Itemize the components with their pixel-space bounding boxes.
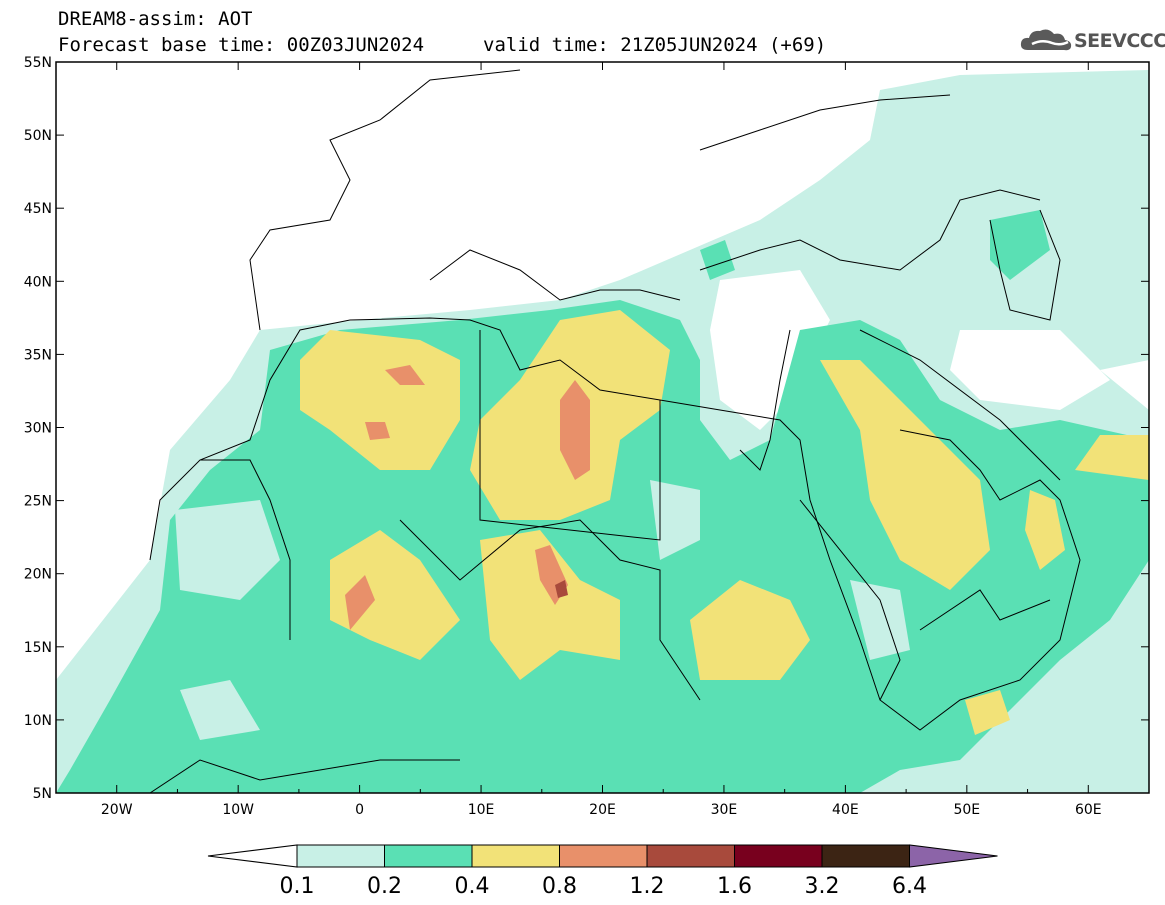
colorbar: 0.1 0.2 0.4 0.8 1.2 1.6 3.2 6.4 [207,844,998,899]
lat-tick-label: 15N [24,640,52,656]
colorbar-segment [471,844,560,868]
colorbar-label: 1.6 [717,874,752,899]
valid-time: valid time: 21Z05JUN2024 (+69) [483,34,827,56]
colorbar-label: 0.4 [455,874,490,899]
colorbar-segment [734,844,823,868]
lon-tick-label: 40E [832,802,859,818]
lon-tick-label: 30E [711,802,738,818]
lat-tick-label: 30N [24,421,52,437]
aot-low-egypt [650,480,700,560]
lat-tick-label: 20N [24,567,52,583]
colorbar-label: 6.4 [892,874,927,899]
lon-tick-label: 10E [468,802,495,818]
aot-band-0.1-ne [960,190,1149,330]
aot-low-sahel [180,680,260,740]
aot-band-0.4-chad [480,530,620,680]
seevccc-logo: SEEVCCC [1018,24,1165,56]
lat-tick-label: 35N [24,347,52,363]
aot-low-gulf [850,580,910,660]
aot-band-0.4-somalia [965,690,1010,735]
lon-axis: 20W 10W 0 10E 20E 30E 40E 50E 60E [55,62,1150,818]
aot-field [56,70,1149,793]
aot-band-0.1-north [900,110,1100,200]
aot-band-0.4-sudan [690,580,810,680]
logo-text: SEEVCCC [1074,30,1165,52]
lon-tick-label: 0 [355,802,364,818]
aot-band-0.2-aegean [700,240,735,280]
lon-tick-label: 20W [101,802,133,818]
colorbar-label: 0.8 [542,874,577,899]
colorbar-max-arrow [909,844,998,868]
lat-axis: 55N 50N 45N 40N 35N 30N 25N 20N 15N 10N 5N [24,55,1149,802]
lon-tick-label: 50E [953,802,980,818]
lat-tick-label: 5N [33,786,52,802]
aot-band-0.4-arabia [820,360,990,590]
lat-tick-label: 40N [24,274,52,290]
lon-tick-label: 60E [1075,802,1102,818]
aot-band-0.4-oman [1025,490,1065,570]
cloud-icon [1020,29,1072,51]
lat-tick-label: 50N [24,128,52,144]
lat-tick-label: 45N [24,201,52,217]
coastlines [56,69,1081,793]
aot-band-0.4-iran [1075,435,1149,480]
aot-band-0.4-algeria [300,330,460,470]
lon-tick-label: 10W [222,802,254,818]
colorbar-min-arrow [207,844,298,868]
aot-band-0.4-niger [330,530,460,660]
lat-tick-label: 10N [24,713,52,729]
colorbar-segment [384,844,473,868]
aot-clear-levant [710,270,830,430]
colorbar-segment [559,844,648,868]
aot-band-0.8-2 [365,422,390,440]
aot-band-1.2 [555,580,568,598]
colorbar-label: 0.1 [280,874,315,899]
lat-tick-label: 55N [24,55,52,71]
colorbar-label: 0.2 [367,874,402,899]
colorbar-segment [296,844,385,868]
aot-band-0.2-caspian [990,210,1050,280]
map-title: DREAM8-assim: AOT [58,8,253,30]
colorbar-label: 1.2 [630,874,665,899]
aot-band-0.8-3 [560,380,590,480]
lon-tick-label: 20E [589,802,616,818]
colorbar-segment [646,844,735,868]
aot-band-0.8-1 [385,365,425,385]
colorbar-label: 3.2 [805,874,840,899]
aot-band-0.8-4 [345,575,375,630]
lat-tick-label: 25N [24,494,52,510]
forecast-base-time: Forecast base time: 00Z03JUN2024 [58,34,425,56]
aot-clear-iran [950,330,1110,410]
aot-low-sahara-w [175,500,280,600]
colorbar-segment [821,844,910,868]
